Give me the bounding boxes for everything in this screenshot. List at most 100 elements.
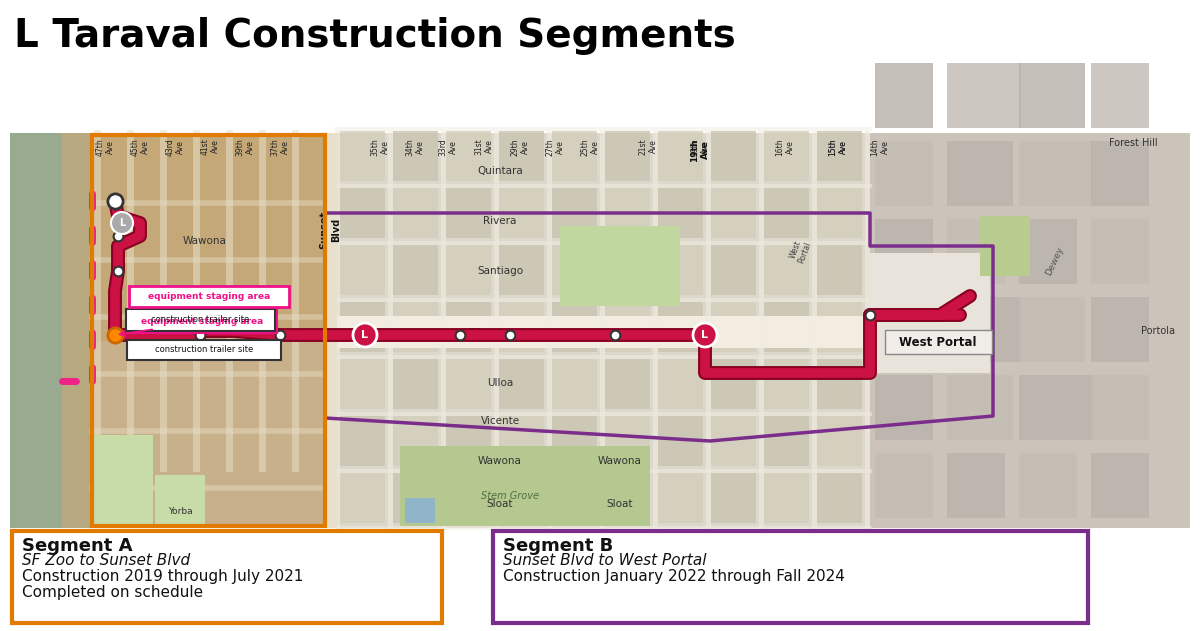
- Bar: [710, 473, 756, 523]
- Bar: [605, 188, 650, 238]
- Text: Construction January 2022 through Fall 2024: Construction January 2022 through Fall 2…: [503, 569, 845, 584]
- Bar: [605, 473, 650, 523]
- Text: Wawona: Wawona: [598, 456, 642, 466]
- Bar: [875, 453, 934, 518]
- Bar: [1091, 141, 1150, 206]
- Bar: [658, 302, 703, 352]
- Text: 15th
Ave: 15th Ave: [828, 138, 847, 156]
- Text: 31st
Ave: 31st Ave: [474, 138, 493, 155]
- Text: L: L: [119, 218, 125, 228]
- Text: Sloat: Sloat: [487, 499, 514, 509]
- Text: Forest Hill: Forest Hill: [1109, 138, 1158, 148]
- Text: Portola: Portola: [1141, 326, 1175, 336]
- Bar: [1091, 375, 1150, 440]
- Bar: [340, 416, 385, 466]
- Bar: [394, 416, 438, 466]
- Text: Construction 2019 through July 2021: Construction 2019 through July 2021: [22, 569, 304, 584]
- Circle shape: [694, 323, 718, 347]
- Bar: [605, 245, 650, 295]
- Bar: [552, 245, 598, 295]
- Text: equipment staging area: equipment staging area: [148, 292, 270, 301]
- Text: L Taraval Construction Segments: L Taraval Construction Segments: [14, 17, 736, 55]
- Bar: [340, 245, 385, 295]
- Bar: [499, 473, 544, 523]
- Text: Vicente: Vicente: [480, 416, 520, 426]
- Bar: [552, 359, 598, 409]
- Text: Segment B: Segment B: [503, 537, 613, 555]
- Text: Sunset Blvd to West Portal: Sunset Blvd to West Portal: [503, 553, 707, 568]
- Bar: [1019, 375, 1093, 440]
- Text: 34th
Ave: 34th Ave: [406, 138, 425, 156]
- Bar: [340, 359, 385, 409]
- Bar: [94, 435, 154, 525]
- Bar: [10, 133, 1190, 528]
- Text: 43rd
Ave: 43rd Ave: [166, 138, 185, 156]
- Circle shape: [353, 323, 377, 347]
- Bar: [552, 131, 598, 181]
- Bar: [406, 498, 436, 523]
- Text: 37th
Ave: 37th Ave: [270, 138, 289, 156]
- Bar: [340, 131, 385, 181]
- Bar: [764, 131, 809, 181]
- Bar: [658, 359, 703, 409]
- Bar: [875, 141, 934, 206]
- Text: West Portal: West Portal: [899, 336, 977, 348]
- Bar: [817, 359, 862, 409]
- Bar: [1019, 219, 1078, 284]
- FancyBboxPatch shape: [493, 531, 1088, 623]
- Bar: [1091, 297, 1150, 362]
- Text: Completed on schedule: Completed on schedule: [22, 585, 203, 600]
- Text: 19th
Ave: 19th Ave: [690, 138, 709, 162]
- Bar: [1019, 63, 1085, 128]
- Bar: [817, 131, 862, 181]
- Bar: [658, 131, 703, 181]
- Bar: [875, 219, 934, 284]
- Text: Stem Grove: Stem Grove: [481, 491, 539, 501]
- Bar: [552, 416, 598, 466]
- Bar: [764, 359, 809, 409]
- Bar: [337, 133, 870, 528]
- Bar: [1019, 141, 1093, 206]
- Bar: [499, 416, 544, 466]
- Text: L: L: [702, 330, 708, 340]
- Bar: [658, 416, 703, 466]
- Bar: [92, 135, 325, 526]
- Bar: [817, 245, 862, 295]
- Bar: [980, 216, 1030, 276]
- Text: Taraval: Taraval: [469, 327, 532, 343]
- Bar: [1091, 219, 1150, 284]
- Text: 41st
Ave: 41st Ave: [200, 138, 220, 155]
- Text: 47th
Ave: 47th Ave: [95, 138, 115, 156]
- Bar: [764, 473, 809, 523]
- FancyBboxPatch shape: [130, 286, 289, 307]
- Text: West
Portal: West Portal: [787, 237, 812, 265]
- Bar: [947, 453, 1006, 518]
- Text: 39th
Ave: 39th Ave: [235, 138, 254, 156]
- Bar: [1019, 453, 1078, 518]
- Bar: [764, 245, 809, 295]
- Bar: [658, 473, 703, 523]
- Bar: [817, 188, 862, 238]
- Text: Segment A: Segment A: [22, 537, 132, 555]
- Bar: [605, 302, 650, 352]
- Bar: [499, 245, 544, 295]
- Text: Yorba: Yorba: [168, 507, 192, 516]
- Bar: [92, 133, 325, 341]
- Bar: [394, 131, 438, 181]
- Bar: [340, 473, 385, 523]
- Bar: [446, 131, 491, 181]
- Bar: [394, 302, 438, 352]
- Bar: [870, 133, 1190, 528]
- Bar: [1019, 297, 1085, 362]
- Bar: [605, 359, 650, 409]
- Text: construction trailer site: construction trailer site: [151, 316, 250, 324]
- Bar: [947, 141, 1013, 206]
- Bar: [340, 188, 385, 238]
- Bar: [710, 188, 756, 238]
- Text: Sloat: Sloat: [607, 499, 634, 509]
- Bar: [1091, 453, 1150, 518]
- Bar: [710, 359, 756, 409]
- Bar: [446, 302, 491, 352]
- Text: 25th
Ave: 25th Ave: [581, 138, 600, 156]
- Text: 19th
Ave: 19th Ave: [690, 138, 709, 156]
